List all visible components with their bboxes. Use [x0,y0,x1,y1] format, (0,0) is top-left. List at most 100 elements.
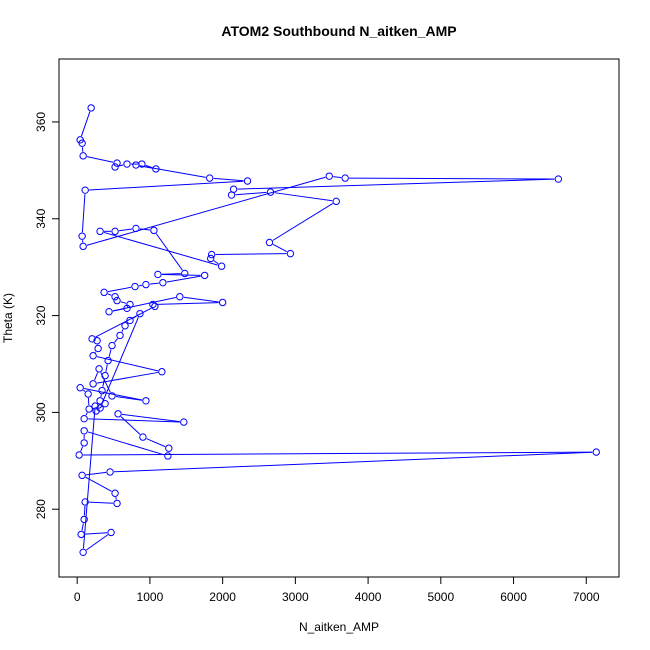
data-point [80,427,88,435]
data-point [325,172,333,180]
data-point [79,548,87,557]
series-segment [149,282,159,285]
series-segment [349,177,555,180]
data-point [126,316,134,325]
series-segment [82,389,86,392]
data-point [79,242,87,251]
data-point [84,390,92,398]
y-tick-label: 320 [34,305,48,325]
series-lines [80,111,593,551]
series-segment [114,338,118,343]
data-point [132,161,140,169]
x-tick-label: 6000 [500,590,527,604]
series-segment [85,532,108,535]
series-segment [81,523,84,531]
data-point [76,384,84,392]
y-axis-label: Theta (K) [1,293,15,343]
y-tick-label: 300 [34,402,48,422]
x-tick-label: 1000 [137,590,164,604]
series-segment [86,156,114,163]
series-segment [121,329,124,333]
data-point [266,188,275,196]
series-segment [272,243,288,253]
data-point [164,452,172,460]
x-tick-label: 0 [74,590,81,604]
series-segment [83,388,143,401]
data-point [165,444,173,452]
data-point [113,499,121,508]
series-segment [235,191,267,196]
series-segment [102,379,105,387]
data-point [142,397,150,405]
data-point [111,292,119,301]
series-segment [105,364,108,372]
data-point [154,270,162,279]
data-point [159,278,167,287]
data-point [181,269,189,278]
chart-title: ATOM2 Southbound N_aitken_AMP [221,23,456,39]
data-point [75,451,83,459]
series-segment [85,412,88,416]
series-segment [139,228,150,231]
series-segment [215,253,287,256]
series-segment [86,534,109,551]
series-segment [96,371,158,384]
series-segment [118,164,124,167]
data-point [113,159,121,167]
y-tick-label: 280 [34,499,48,519]
series-segment [120,301,127,304]
data-point [243,177,252,185]
plot-frame [58,58,620,578]
series-segment [333,176,342,179]
series-segment [83,451,593,456]
series-segment [120,416,141,435]
x-tick-label: 7000 [573,590,600,604]
data-point [158,368,166,376]
data-point [139,433,147,441]
data-point [87,104,95,112]
data-point [200,271,209,280]
x-tick-label: 2000 [209,590,236,604]
data-point [79,152,87,160]
series-segment [139,165,206,178]
data-point [96,227,104,236]
series-segment [274,192,333,202]
series-segment [155,233,183,271]
x-tick-label: 5000 [427,590,454,604]
data-point [80,439,88,447]
data-point [121,322,129,330]
data-point [341,174,349,182]
data-point [78,471,86,480]
data-point [85,405,93,413]
series-segment [89,180,244,191]
data-point [95,365,103,373]
series-segment [87,431,165,456]
data-point [93,337,101,345]
data-point [91,402,99,410]
data-point [123,160,131,168]
series-segment [83,505,86,516]
series-segment [146,438,166,448]
y-tick-label: 340 [34,208,48,228]
data-point [106,468,114,476]
series-segment [94,372,99,381]
series-segment [108,349,112,357]
data-point [592,448,600,456]
series-segment [156,302,219,305]
data-point [150,226,158,235]
data-point [123,304,131,313]
data-point [77,530,85,539]
data-point [81,498,89,506]
data-point [89,352,97,360]
series-segment [81,194,86,233]
data-point [180,418,188,426]
data-point [94,344,102,353]
data-point [218,298,227,307]
data-point [136,309,144,318]
series-segment [82,410,96,549]
y-axis: 280 300 320 340 360 [34,112,60,519]
x-tick-label: 3000 [282,590,309,604]
series-segment [98,405,103,409]
series-segment [114,451,593,473]
